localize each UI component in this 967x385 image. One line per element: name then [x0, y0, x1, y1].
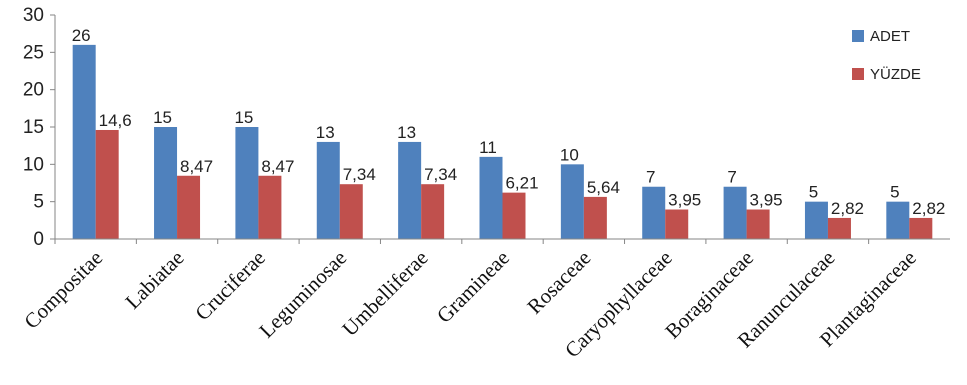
bar-yuzde [665, 209, 689, 239]
data-label-yuzde: 2,82 [912, 199, 945, 218]
bar-yuzde [746, 209, 770, 239]
x-axis: Compositae Labiatae CruciferaeLeguminosaeU… [19, 238, 950, 362]
data-label-adet: 15 [153, 108, 172, 127]
y-axis: 0 5 10 15 20 25 30 [23, 5, 56, 250]
bar-adet [479, 156, 503, 239]
legend-swatch-adet [852, 30, 864, 42]
data-label-yuzde: 5,64 [587, 178, 620, 197]
y-tick-label: 20 [23, 80, 44, 101]
data-label-yuzde: 8,47 [180, 157, 213, 176]
bar-yuzde [339, 184, 363, 239]
y-tick-label: 25 [23, 42, 44, 63]
data-label-adet: 26 [72, 26, 91, 45]
legend-swatch-yuzde [852, 68, 864, 80]
bar-yuzde [421, 184, 445, 239]
data-label-adet: 7 [727, 168, 736, 187]
bar-yuzde [583, 196, 607, 239]
data-label-adet: 7 [646, 168, 655, 187]
bar-adet [72, 44, 96, 239]
bar-yuzde [502, 192, 526, 239]
bar-adet [886, 201, 910, 239]
bar-yuzde [258, 175, 282, 239]
bar-yuzde [909, 217, 933, 239]
x-category-label: Labiatae [120, 246, 188, 314]
x-category-label: Rosaceae [522, 246, 595, 319]
bar-adet [235, 127, 259, 239]
data-label-yuzde: 7,34 [343, 165, 376, 184]
data-label-adet: 13 [316, 123, 335, 142]
bar-adet [398, 141, 422, 239]
x-category-label: Gramineae [432, 246, 514, 328]
data-label-adet: 15 [234, 108, 253, 127]
legend-label-adet: ADET [870, 28, 910, 45]
data-label-yuzde: 14,6 [99, 111, 132, 130]
bar-adet [560, 164, 584, 239]
bar-yuzde [177, 175, 201, 239]
y-tick-label: 5 [33, 192, 44, 213]
y-tick-label: 10 [23, 154, 44, 175]
y-tick-label: 15 [23, 117, 44, 138]
data-label-yuzde: 2,82 [831, 199, 864, 218]
data-label-yuzde: 8,47 [261, 157, 294, 176]
x-category-label: Cruciferae [190, 246, 270, 326]
bar-adet [642, 186, 666, 239]
bars [72, 44, 933, 239]
x-category-label: Umbelliferae [337, 246, 432, 341]
legend: ADET YÜZDE [852, 28, 921, 83]
data-labels: 26 14,6 15 8,47 15 8,47 13 7,34 13 7,34 11 6,21 10 5,… [72, 26, 946, 218]
x-category-label: Compositae [19, 246, 107, 334]
bar-adet [723, 186, 747, 239]
data-label-adet: 10 [560, 145, 579, 164]
data-label-adet: 11 [479, 138, 497, 157]
data-label-yuzde: 7,34 [424, 165, 457, 184]
legend-label-yuzde: YÜZDE [870, 65, 921, 83]
data-label-yuzde: 6,21 [505, 174, 538, 193]
data-label-adet: 5 [890, 183, 899, 202]
data-label-adet: 13 [397, 123, 416, 142]
data-label-yuzde: 3,95 [750, 191, 783, 210]
data-label-adet: 5 [809, 183, 818, 202]
data-label-yuzde: 3,95 [668, 191, 701, 210]
x-category-label: Leguminosae [254, 246, 351, 343]
bar-adet [154, 127, 178, 239]
bar-adet [804, 201, 828, 239]
bar-yuzde [827, 217, 851, 239]
y-tick-label: 30 [23, 5, 44, 26]
y-tick-label: 0 [33, 229, 44, 250]
bar-adet [316, 141, 340, 239]
bar-yuzde [95, 129, 119, 239]
